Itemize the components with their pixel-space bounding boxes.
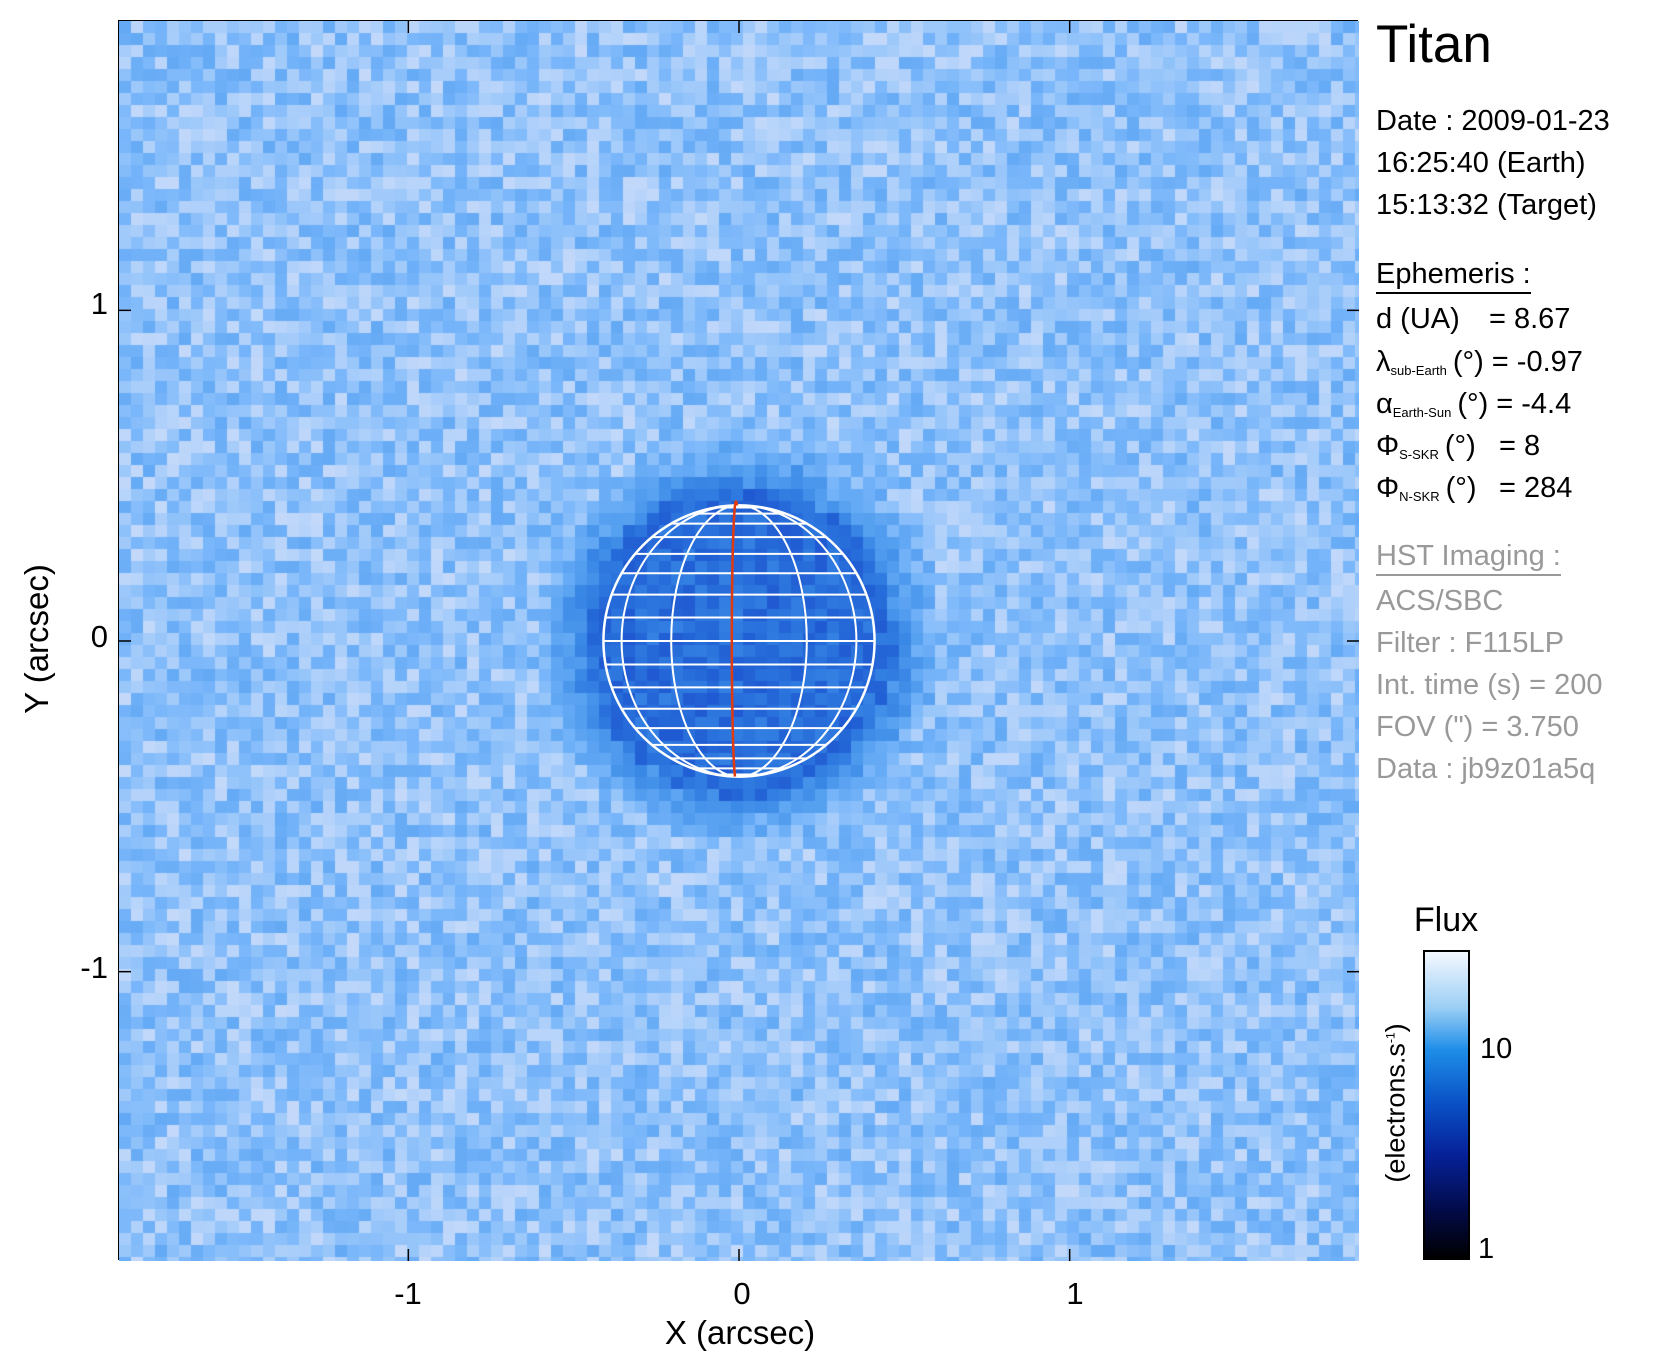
- ephemeris-value: = -4.4: [1496, 388, 1572, 420]
- ephemeris-value: = 8.67: [1489, 303, 1571, 335]
- int-time-text: Int. time (s) = 200: [1376, 669, 1603, 701]
- fov-text: FOV (") = 3.750: [1376, 711, 1579, 743]
- y-axis-label: Y (arcsec): [18, 564, 55, 714]
- x-tick-label: -1: [394, 1276, 422, 1311]
- colorbar-label: (electrons.s-1): [1380, 1023, 1411, 1183]
- longitude-line: [620, 504, 740, 778]
- ephemeris-row: ΦS-SKR (°) = 8: [1376, 430, 1540, 462]
- ephemeris-subscript: N-SKR: [1399, 489, 1440, 504]
- time-target-text: 15:13:32 (Target): [1376, 189, 1597, 221]
- x-axis-label: X (arcsec): [664, 1314, 816, 1351]
- ephemeris-symbol: d (UA): [1376, 303, 1460, 335]
- ephemeris-symbol: λ: [1376, 346, 1391, 378]
- ephemeris-symbol: Φ: [1376, 430, 1400, 462]
- longitude-line: [738, 504, 858, 778]
- ephemeris-title: Ephemeris :: [1376, 260, 1531, 294]
- ephemeris-unit: (°): [1444, 430, 1476, 462]
- ephemeris-symbol: Φ: [1376, 472, 1400, 504]
- ephemeris-value: = 8: [1499, 430, 1541, 462]
- ephemeris-row: λsub-Earth (°) = -0.97: [1376, 346, 1583, 378]
- titan-globe-grid: [119, 21, 1359, 1261]
- central-meridian-line: [730, 500, 739, 777]
- longitude-line: [738, 504, 808, 778]
- ephemeris-row: d (UA) = 8.67: [1376, 303, 1570, 335]
- colorbar: [1423, 950, 1470, 1260]
- ephemeris-symbol: α: [1376, 388, 1393, 420]
- colorbar-label-text: (electrons.s: [1380, 1043, 1411, 1183]
- colorbar-label-end: ): [1380, 1023, 1411, 1033]
- image-plot-area: [118, 20, 1359, 1261]
- ephemeris-subscript: sub-Earth: [1390, 363, 1447, 378]
- instrument-text: ACS/SBC: [1376, 585, 1504, 617]
- colorbar-title: Flux: [1413, 901, 1479, 939]
- filter-text: Filter : F115LP: [1376, 627, 1565, 659]
- colorbar-label-sup: -1: [1383, 1032, 1398, 1044]
- x-tick-label: 1: [1066, 1276, 1084, 1311]
- y-tick-label: 1: [90, 286, 108, 321]
- colorbar-tick-label: 10: [1480, 1033, 1513, 1065]
- ephemeris-row: ΦN-SKR (°) = 284: [1376, 472, 1572, 504]
- date-text: Date : 2009-01-23: [1376, 105, 1610, 137]
- x-tick-label: 0: [733, 1276, 751, 1311]
- ephemeris-value: = -0.97: [1491, 346, 1583, 378]
- data-id-text: Data : jb9z01a5q: [1376, 753, 1596, 785]
- hst-imaging-title: HST Imaging :: [1376, 542, 1561, 576]
- y-tick-label: -1: [80, 950, 108, 985]
- y-tick-label: 0: [90, 619, 108, 654]
- target-title: Titan: [1376, 15, 1492, 74]
- ephemeris-value: = 284: [1499, 472, 1573, 504]
- ephemeris-row: αEarth-Sun (°) = -4.4: [1376, 388, 1572, 420]
- ephemeris-unit: (°): [1457, 388, 1489, 420]
- ephemeris-unit: (°): [1445, 472, 1477, 504]
- time-earth-text: 16:25:40 (Earth): [1376, 147, 1586, 179]
- ephemeris-subscript: S-SKR: [1399, 447, 1439, 462]
- colorbar-tick-label: 1: [1478, 1233, 1495, 1265]
- ephemeris-subscript: Earth-Sun: [1392, 405, 1452, 420]
- longitude-line: [670, 504, 740, 778]
- ephemeris-unit: (°): [1452, 346, 1484, 378]
